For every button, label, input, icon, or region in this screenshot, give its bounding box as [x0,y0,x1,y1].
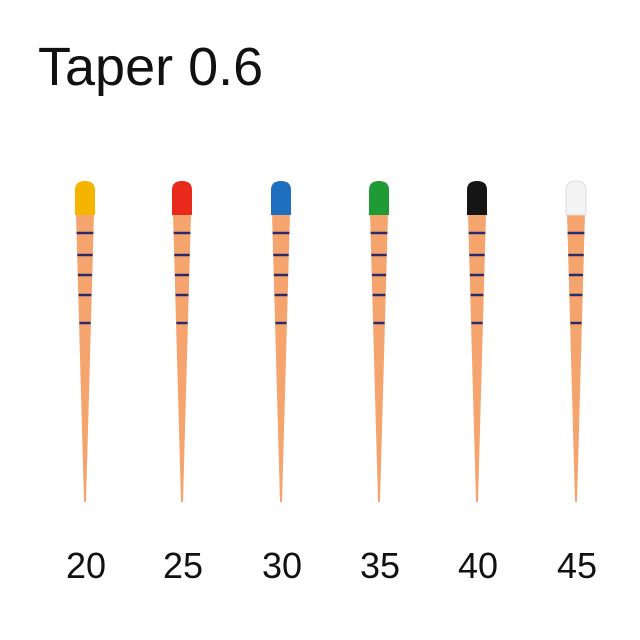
color-cap [172,181,192,215]
color-cap [75,181,95,215]
size-label: 45 [557,545,597,586]
point-body [76,213,94,502]
point-body [468,213,486,502]
size-label: 20 [66,545,106,586]
gutta-percha-point: 45 [557,180,597,586]
point-body [370,213,388,502]
size-label: 40 [458,545,498,586]
gutta-percha-point: 30 [262,181,302,586]
gutta-percha-point: 40 [458,181,498,586]
point-body [272,213,290,502]
points: 20 25 30 35 40 45 [66,180,597,586]
color-cap [369,181,389,215]
size-label: 35 [360,545,400,586]
gutta-percha-point: 25 [163,181,203,586]
gutta-percha-point: 20 [66,181,106,586]
size-label: 25 [163,545,203,586]
gutta-percha-point: 35 [360,181,400,586]
point-body [173,213,191,502]
title: Taper 0.6 [38,37,263,97]
color-cap [467,181,487,215]
color-cap [565,180,587,216]
color-cap [271,181,291,215]
point-body [567,213,585,502]
size-label: 30 [262,545,302,586]
